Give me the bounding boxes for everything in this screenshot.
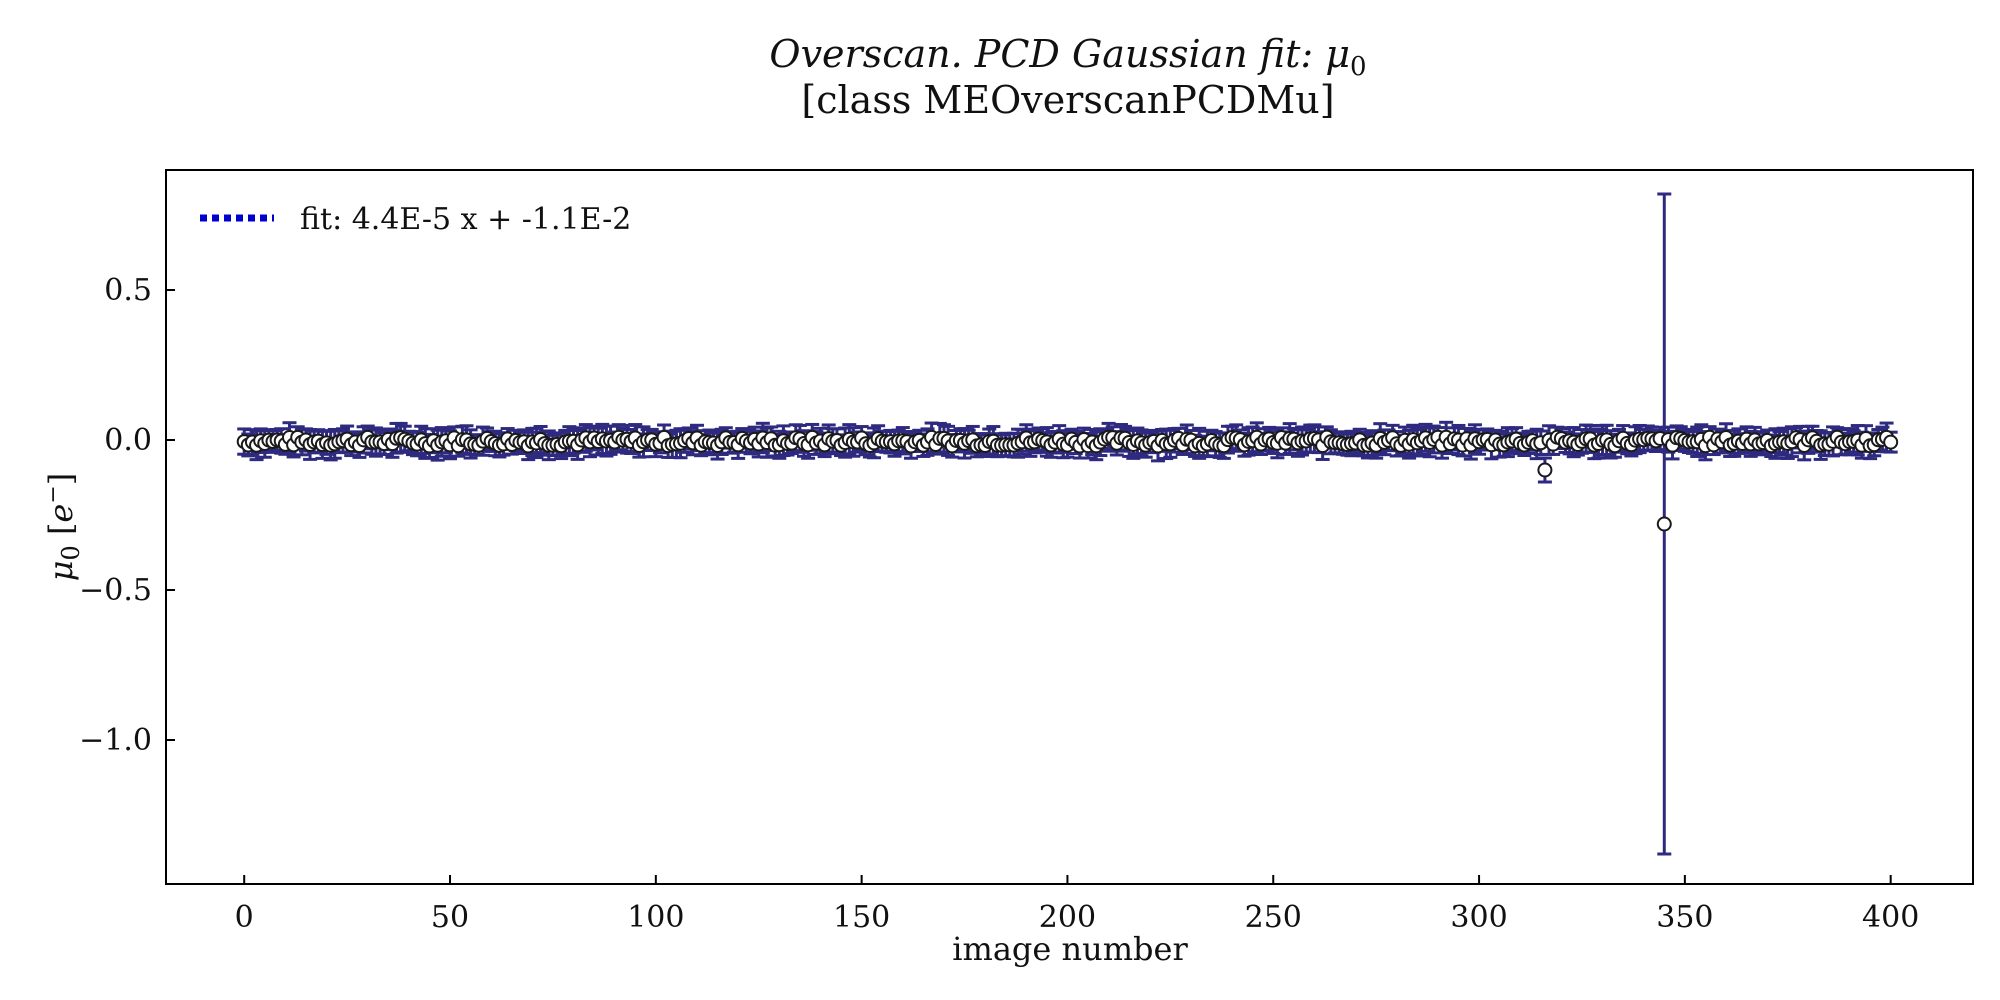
x-tick-label: 100 xyxy=(627,900,684,935)
chart-title-text: Overscan. PCD Gaussian fit: xyxy=(769,32,1325,76)
errorbar-layer xyxy=(237,192,1898,856)
legend: fit: 4.4E-5 x + -1.1E-2 xyxy=(200,202,631,237)
x-tick-label: 200 xyxy=(1039,900,1096,935)
y-axis-label-close: ] xyxy=(42,473,80,485)
y-axis-label-open: [ xyxy=(42,523,80,546)
y-axis-label: μ0 [e−] xyxy=(41,473,85,582)
tick-layer: 0 50 100 150 200 250 300 350 400 0.5 0.0 −0.5 −1.0 xyxy=(79,273,1919,935)
data-point xyxy=(1537,462,1553,478)
x-tick-label: 50 xyxy=(431,900,469,935)
data-point-layer xyxy=(236,429,1899,532)
x-tick-label: 300 xyxy=(1450,900,1507,935)
legend-fit-label: fit: 4.4E-5 x + -1.1E-2 xyxy=(300,202,631,237)
y-tick-label: 0.5 xyxy=(104,273,152,308)
x-tick-label: 0 xyxy=(235,900,254,935)
y-tick-label: 0.0 xyxy=(104,423,152,458)
y-axis-label-unit-superscript: − xyxy=(41,485,66,503)
y-axis-label-subscript: 0 xyxy=(57,545,85,560)
x-tick-label: 400 xyxy=(1862,900,1919,935)
data-point xyxy=(1656,516,1672,532)
x-tick-label: 250 xyxy=(1245,900,1302,935)
y-tick-label: −1.0 xyxy=(79,723,152,758)
x-tick-label: 350 xyxy=(1656,900,1713,935)
chart-subtitle: [class MEOverscanPCDMu] xyxy=(801,78,1334,122)
x-tick-label: 150 xyxy=(833,900,890,935)
x-axis-label: image number xyxy=(952,930,1188,968)
chart-title-subscript: 0 xyxy=(1350,52,1367,82)
plot-area-frame xyxy=(165,169,1974,885)
chart-title-symbol: μ xyxy=(1325,32,1350,76)
chart-title: Overscan. PCD Gaussian fit: μ0 xyxy=(769,32,1366,82)
y-axis-label-symbol: μ xyxy=(42,561,80,582)
data-point xyxy=(1883,434,1899,450)
y-tick-label: −0.5 xyxy=(79,573,152,608)
y-axis-label-unit: e xyxy=(42,504,80,523)
